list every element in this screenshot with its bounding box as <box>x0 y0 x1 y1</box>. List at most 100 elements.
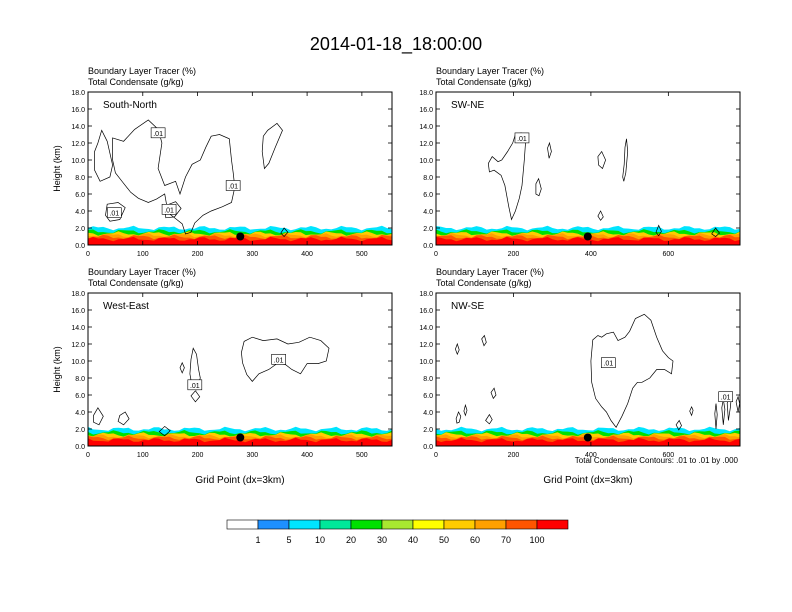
location-marker <box>236 433 245 442</box>
condensate-contour <box>597 210 604 221</box>
y-tick-label: 14.0 <box>71 325 85 332</box>
y-tick-label: 6.0 <box>423 393 433 400</box>
y-tick-label: 0.0 <box>423 444 433 451</box>
contour-label-box <box>271 353 286 365</box>
condensate-contour <box>622 138 629 182</box>
condensate-contour <box>689 406 694 417</box>
x-tick-label: 500 <box>356 251 368 258</box>
condensate-contour <box>714 403 718 430</box>
contour-label-box <box>150 127 166 139</box>
condensate-contour <box>547 141 552 159</box>
contour-label: .01 <box>271 353 286 365</box>
colorbar-swatch <box>288 519 321 530</box>
condensate-contour <box>179 361 185 374</box>
condensate-contour <box>190 390 201 403</box>
y-tick-label: 16.0 <box>71 308 85 315</box>
y-tick-label: 12.0 <box>71 141 85 148</box>
contour-label: .01 <box>150 127 166 139</box>
y-tick-label: 8.0 <box>423 376 433 383</box>
colorbar-label: 40 <box>408 535 418 545</box>
tracer-band-6 <box>436 236 740 245</box>
contour-label-box <box>601 357 616 369</box>
contour-footnote: Total Condensate Contours: .01 to .01 by… <box>575 456 739 465</box>
colorbar-label: 1 <box>255 535 260 545</box>
tracer-band-6 <box>88 437 392 446</box>
y-axis-title: Height (km) <box>52 346 62 393</box>
condensate-contour <box>261 122 283 170</box>
condensate-contour <box>597 150 606 170</box>
condensate-contour <box>590 313 674 428</box>
y-tick-label: 6.0 <box>75 192 85 199</box>
location-marker <box>583 232 592 241</box>
contour-label-box <box>225 180 241 191</box>
y-tick-label: 0.0 <box>75 243 85 250</box>
panel-1: Boundary Layer Tracer (%)Total Condensat… <box>52 66 393 258</box>
variable-label: Total Condensate (g/kg) <box>436 77 532 87</box>
colorbar-label: 10 <box>315 535 325 545</box>
x-tick-label: 300 <box>246 251 258 258</box>
y-tick-label: 10.0 <box>419 158 433 165</box>
contour-label-box <box>514 132 530 144</box>
y-tick-label: 14.0 <box>419 325 433 332</box>
y-tick-label: 18.0 <box>419 291 433 298</box>
tracer-fill <box>88 336 392 446</box>
condensate-contour <box>455 342 460 356</box>
contour-label-text: .01 <box>190 383 200 390</box>
contour-label: .01 <box>514 132 530 144</box>
location-marker <box>236 232 245 241</box>
colorbar-label: 30 <box>377 535 387 545</box>
colorbar-swatch <box>350 519 383 530</box>
colorbar-swatch <box>505 519 538 530</box>
variable-label: Boundary Layer Tracer (%) <box>88 66 196 76</box>
x-tick-label: 0 <box>434 251 438 258</box>
y-tick-label: 0.0 <box>423 243 433 250</box>
x-tick-label: 400 <box>585 452 597 459</box>
condensate-contour <box>463 403 468 417</box>
y-tick-label: 4.0 <box>423 410 433 417</box>
colorbar-swatch <box>536 519 569 530</box>
y-tick-label: 14.0 <box>419 124 433 131</box>
colorbar-swatch <box>443 519 476 530</box>
variable-label: Total Condensate (g/kg) <box>88 77 184 87</box>
x-tick-label: 100 <box>137 452 149 459</box>
colorbar-swatch <box>319 519 352 530</box>
tracer-fill <box>436 313 740 446</box>
condensate-contour <box>105 202 126 222</box>
x-tick-label: 400 <box>585 251 597 258</box>
contour-label: .01 <box>718 391 733 403</box>
y-tick-label: 16.0 <box>71 107 85 114</box>
panel-3: Boundary Layer Tracer (%)Total Condensat… <box>52 267 393 486</box>
condensate-contour <box>455 411 462 424</box>
colorbar-label: 5 <box>286 535 291 545</box>
x-tick-label: 0 <box>434 452 438 459</box>
condensate-contour <box>93 407 104 426</box>
variable-label: Total Condensate (g/kg) <box>436 278 532 288</box>
contour-label-text: .01 <box>228 184 238 191</box>
y-tick-label: 4.0 <box>75 410 85 417</box>
y-tick-label: 8.0 <box>423 175 433 182</box>
colorbar-label: 60 <box>470 535 480 545</box>
y-tick-label: 6.0 <box>423 192 433 199</box>
variable-label: Boundary Layer Tracer (%) <box>436 267 544 277</box>
colorbar-swatch <box>474 519 507 530</box>
panel-4: Boundary Layer Tracer (%)Total Condensat… <box>419 267 741 486</box>
y-tick-label: 18.0 <box>71 90 85 97</box>
condensate-contour <box>711 227 720 237</box>
tracer-fill <box>436 132 740 245</box>
panel-label: NW-SE <box>451 301 484 312</box>
colorbar-swatch <box>257 519 290 530</box>
condensate-contour <box>721 399 726 425</box>
y-tick-label: 12.0 <box>71 342 85 349</box>
y-tick-label: 4.0 <box>75 209 85 216</box>
condensate-contour <box>485 413 493 425</box>
y-tick-label: 14.0 <box>71 124 85 131</box>
condensate-contour <box>94 129 113 182</box>
contour-label-text: .01 <box>109 211 119 218</box>
panels: Boundary Layer Tracer (%)Total Condensat… <box>52 66 741 486</box>
y-tick-label: 12.0 <box>419 141 433 148</box>
y-tick-label: 0.0 <box>75 444 85 451</box>
y-tick-label: 10.0 <box>71 359 85 366</box>
panel-2: Boundary Layer Tracer (%)Total Condensat… <box>419 66 741 258</box>
x-tick-label: 0 <box>86 251 90 258</box>
